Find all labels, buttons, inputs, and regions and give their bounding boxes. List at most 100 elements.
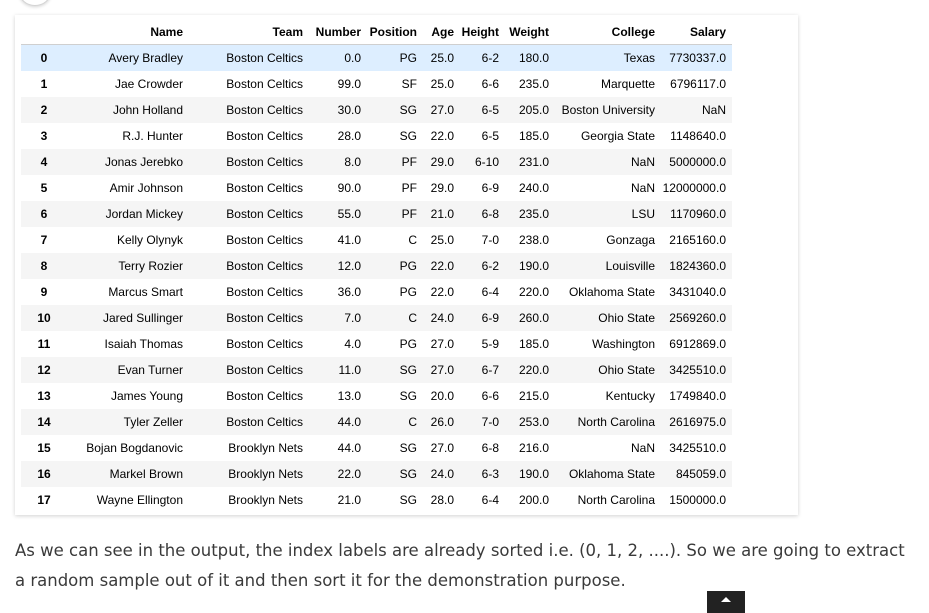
table-cell: 220.0 (518, 363, 549, 377)
table-cell: 21.0 (430, 207, 454, 221)
table-cell: Boston Celtics (226, 181, 303, 195)
table-row[interactable]: 3 R.J. Hunter Boston Celtics 28.0 SG 22.0 6-5 1… (21, 123, 732, 149)
table-row[interactable]: 14 Tyler Zeller Boston Celtics 44.0 C 26.0 7-0… (21, 409, 732, 435)
table-row[interactable]: 0 Avery Bradley Boston Celtics 0.0 PG 25.0 6-2… (21, 44, 732, 71)
table-row[interactable]: 10 Jared Sullinger Boston Celtics 7.0 C 24.0 6… (21, 305, 732, 331)
table-cell: 215.0 (518, 389, 549, 403)
row-index-cell: 11 (37, 337, 51, 351)
scroll-to-top-button[interactable] (707, 591, 745, 613)
table-cell: 24.0 (430, 467, 454, 481)
table-cell: 1500000.0 (669, 493, 726, 507)
row-index-cell: 7 (40, 233, 48, 247)
table-cell: 4.0 (344, 337, 361, 351)
table-row[interactable]: 16 Markel Brown Brooklyn Nets 22.0 SG 24.0 6-3… (21, 461, 732, 487)
table-cell: 25.0 (430, 51, 454, 65)
table-cell: 6-7 (481, 363, 499, 377)
table-cell: 7-0 (481, 233, 499, 247)
table-row[interactable]: 11 Isaiah Thomas Boston Celtics 4.0 PG 27.0 5-… (21, 331, 732, 357)
table-cell: 5000000.0 (669, 155, 726, 169)
table-cell: 29.0 (430, 155, 454, 169)
table-cell: PG (399, 337, 417, 351)
table-cell: Evan Turner (117, 363, 183, 377)
table-row[interactable]: 5 Amir Johnson Boston Celtics 90.0 PF 29.0 6-9… (21, 175, 732, 201)
dataframe-table: Name Team Number Position Age Height Weight Col… (21, 19, 732, 513)
table-cell: 3425510.0 (669, 441, 726, 455)
table-cell: SG (399, 103, 417, 117)
table-cell: 6-10 (474, 155, 499, 169)
table-cell: 25.0 (430, 233, 454, 247)
row-index-cell: 14 (37, 415, 51, 429)
row-index-cell: 13 (37, 389, 51, 403)
table-cell: 240.0 (518, 181, 549, 195)
table-cell: 6-5 (481, 129, 499, 143)
table-cell: 28.0 (337, 129, 361, 143)
header-cell: Position (367, 19, 423, 45)
table-body: 0 Avery Bradley Boston Celtics 0.0 PG 25.0 6-2… (21, 44, 732, 514)
row-index-cell: 9 (40, 285, 48, 299)
table-cell: Brooklyn Nets (228, 493, 303, 507)
table-cell: 6-2 (481, 259, 499, 273)
table-cell: 44.0 (337, 441, 361, 455)
table-cell: 22.0 (430, 129, 454, 143)
table-cell: 22.0 (430, 285, 454, 299)
table-cell: James Young (110, 389, 183, 403)
table-cell: C (408, 311, 417, 325)
table-cell: 1170960.0 (670, 207, 726, 221)
table-cell: Brooklyn Nets (228, 467, 303, 481)
table-row[interactable]: 12 Evan Turner Boston Celtics 11.0 SG 27.0 6-7… (21, 357, 732, 383)
table-cell: 7-0 (481, 415, 499, 429)
table-cell: 2569260.0 (669, 311, 726, 325)
table-cell: Ohio State (598, 363, 655, 377)
table-cell: North Carolina (577, 493, 655, 507)
table-cell: 22.0 (337, 467, 361, 481)
table-cell: 6-3 (481, 467, 499, 481)
table-cell: Boston Celtics (226, 103, 303, 117)
table-row[interactable]: 1 Jae Crowder Boston Celtics 99.0 SF 25.0 6-6 2… (21, 71, 732, 97)
table-cell: 6-9 (481, 311, 499, 325)
table-cell: 185.0 (518, 129, 549, 143)
table-cell: Jordan Mickey (105, 207, 183, 221)
table-cell: Boston Celtics (226, 51, 303, 65)
table-cell: 6-4 (481, 493, 499, 507)
table-cell: 6796117.0 (670, 77, 726, 91)
table-row[interactable]: 8 Terry Rozier Boston Celtics 12.0 PG 22.0 6-2… (21, 253, 732, 279)
table-cell: 3431040.0 (669, 285, 726, 299)
row-index-cell: 16 (37, 467, 51, 481)
table-cell: Marquette (600, 77, 655, 91)
table-row[interactable]: 7 Kelly Olynyk Boston Celtics 41.0 C 25.0 7-0 2… (21, 227, 732, 253)
table-cell: Wayne Ellington (96, 493, 183, 507)
table-row[interactable]: 13 James Young Boston Celtics 13.0 SG 20.0 6-6… (21, 383, 732, 409)
table-cell: 1824360.0 (669, 259, 726, 273)
table-row[interactable]: 4 Jonas Jerebko Boston Celtics 8.0 PF 29.0 6-1… (21, 149, 732, 175)
table-row[interactable]: 6 Jordan Mickey Boston Celtics 55.0 PF 21.0 6-… (21, 201, 732, 227)
table-cell: 28.0 (430, 493, 454, 507)
table-cell: Boston Celtics (226, 77, 303, 91)
table-cell: SG (399, 467, 417, 481)
table-row[interactable]: 9 Marcus Smart Boston Celtics 36.0 PG 22.0 6-4… (21, 279, 732, 305)
table-row[interactable]: 2 John Holland Boston Celtics 30.0 SG 27.0 6-5… (21, 97, 732, 123)
row-index-cell: 17 (37, 493, 51, 507)
table-cell: 6-5 (481, 103, 499, 117)
table-cell: North Carolina (577, 415, 655, 429)
table-cell: C (408, 415, 417, 429)
table-cell: Kelly Olynyk (116, 233, 183, 247)
row-index-cell: 6 (40, 207, 48, 221)
table-cell: LSU (631, 207, 655, 221)
table-cell: 6-6 (481, 77, 499, 91)
table-cell: 6912869.0 (669, 337, 726, 351)
table-cell: 6-8 (481, 207, 499, 221)
table-cell: Tyler Zeller (123, 415, 183, 429)
table-cell: PG (399, 259, 417, 273)
table-cell: Boston Celtics (226, 155, 303, 169)
table-cell: 7730337.0 (669, 51, 726, 65)
row-index-cell: 2 (40, 103, 48, 117)
table-cell: 185.0 (518, 337, 549, 351)
table-row[interactable]: 17 Wayne Ellington Brooklyn Nets 21.0 SG 28.0… (21, 487, 732, 513)
table-cell: NaN (630, 155, 655, 169)
table-cell: Boston Celtics (226, 389, 303, 403)
table-cell: SG (399, 441, 417, 455)
table-cell: Jared Sullinger (102, 311, 183, 325)
header-cell: Height (460, 19, 505, 45)
table-cell: 1148640.0 (670, 129, 726, 143)
table-row[interactable]: 15 Bojan Bogdanovic Brooklyn Nets 44.0 SG 27.… (21, 435, 732, 461)
